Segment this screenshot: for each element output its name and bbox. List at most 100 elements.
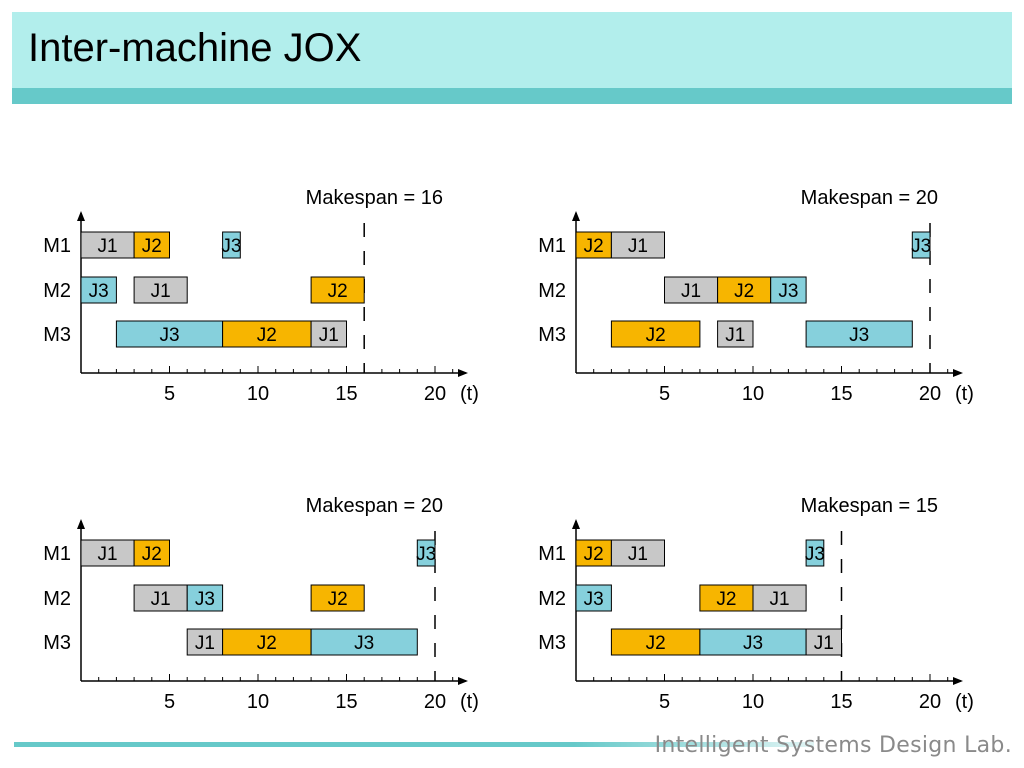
x-tick-label: 20	[424, 691, 446, 713]
task-label: J3	[195, 589, 215, 610]
task-label: J2	[142, 236, 162, 257]
task-bar	[310, 276, 365, 304]
task-bar	[310, 584, 365, 612]
task-label: J3	[778, 281, 798, 302]
task-bar	[610, 320, 701, 348]
task-bar	[911, 231, 931, 259]
x-tick-label: 10	[247, 383, 269, 405]
x-tick-label: 10	[742, 383, 764, 405]
task-bar	[770, 276, 807, 304]
task-bar	[575, 539, 612, 567]
task-label: J1	[319, 325, 339, 346]
y-axis-arrow	[77, 519, 85, 529]
x-tick-label: 15	[335, 691, 357, 713]
machine-label: M2	[43, 588, 71, 610]
x-tick-label: 10	[247, 691, 269, 713]
task-label: J1	[770, 589, 790, 610]
task-label: J2	[142, 544, 162, 565]
x-tick-label: 5	[164, 383, 175, 405]
footer-line	[14, 742, 814, 747]
task-label: J1	[151, 281, 171, 302]
task-bar	[717, 320, 754, 348]
task-label: J1	[98, 236, 118, 257]
x-tick-label: 15	[335, 383, 357, 405]
task-bar	[752, 584, 807, 612]
x-tick-label: 5	[659, 691, 670, 713]
task-label: J3	[221, 236, 241, 257]
task-bar	[416, 539, 436, 567]
makespan-annotation: Makespan = 20	[306, 495, 443, 517]
task-label: J3	[805, 544, 825, 565]
x-tick-label: 10	[742, 691, 764, 713]
task-label: J2	[646, 633, 666, 654]
task-label: J1	[195, 633, 215, 654]
task-bar	[310, 628, 418, 656]
x-tick-label: 15	[830, 691, 852, 713]
task-label: J2	[328, 281, 348, 302]
x-tick-label: 5	[659, 383, 670, 405]
task-bar	[115, 320, 224, 348]
machine-label: M1	[538, 235, 566, 257]
task-label: J2	[734, 281, 754, 302]
slide-title: Inter-machine JOX	[28, 26, 362, 70]
task-bar	[610, 539, 666, 567]
task-bar	[699, 628, 807, 656]
task-label: J1	[98, 544, 118, 565]
task-bar	[310, 320, 348, 348]
makespan-annotation: Makespan = 15	[801, 495, 938, 517]
y-axis-arrow	[572, 211, 580, 221]
y-axis-arrow	[572, 519, 580, 529]
task-label: J2	[584, 544, 604, 565]
machine-label: M2	[538, 588, 566, 610]
task-bar	[80, 276, 117, 304]
task-bar	[222, 320, 312, 348]
task-bar	[610, 231, 666, 259]
machine-label: M3	[538, 324, 566, 346]
task-label: J3	[159, 325, 179, 346]
task-label: J2	[257, 633, 277, 654]
x-tick-label: 5	[164, 691, 175, 713]
task-label: J3	[354, 633, 374, 654]
machine-label: M3	[43, 632, 71, 654]
x-tick-label: 20	[919, 691, 941, 713]
task-bar	[805, 539, 825, 567]
task-bar	[222, 231, 241, 259]
task-label: J3	[416, 544, 436, 565]
title-underline	[12, 88, 1012, 104]
task-label: J3	[911, 236, 931, 257]
task-bar	[133, 231, 171, 259]
task-bar	[717, 276, 772, 304]
task-bar	[186, 628, 224, 656]
machine-label: M1	[43, 543, 71, 565]
x-axis-arrow	[953, 369, 963, 377]
task-bar	[805, 628, 842, 656]
task-label: J1	[628, 236, 648, 257]
x-axis-arrow	[458, 677, 468, 685]
machine-label: M2	[538, 280, 566, 302]
task-label: J1	[681, 281, 701, 302]
task-label: J2	[257, 325, 277, 346]
x-tick-label: 15	[830, 383, 852, 405]
x-axis-label: (t)	[955, 691, 974, 713]
task-label: J1	[151, 589, 171, 610]
task-label: J2	[716, 589, 736, 610]
y-axis-arrow	[77, 211, 85, 221]
x-axis-label: (t)	[460, 383, 479, 405]
title-bar: Inter-machine JOX	[12, 12, 1012, 88]
task-label: J2	[328, 589, 348, 610]
machine-label: M1	[538, 543, 566, 565]
task-label: J3	[584, 589, 604, 610]
x-axis-arrow	[458, 369, 468, 377]
task-bar	[805, 320, 913, 348]
task-label: J3	[89, 281, 109, 302]
x-tick-label: 20	[424, 383, 446, 405]
makespan-annotation: Makespan = 16	[306, 187, 443, 209]
task-label: J1	[628, 544, 648, 565]
footer-lab-name: Intelligent Systems Design Lab.	[654, 733, 1012, 758]
task-bar	[133, 539, 171, 567]
task-label: J2	[646, 325, 666, 346]
task-label: J3	[743, 633, 763, 654]
task-label: J2	[584, 236, 604, 257]
task-bar	[699, 584, 754, 612]
